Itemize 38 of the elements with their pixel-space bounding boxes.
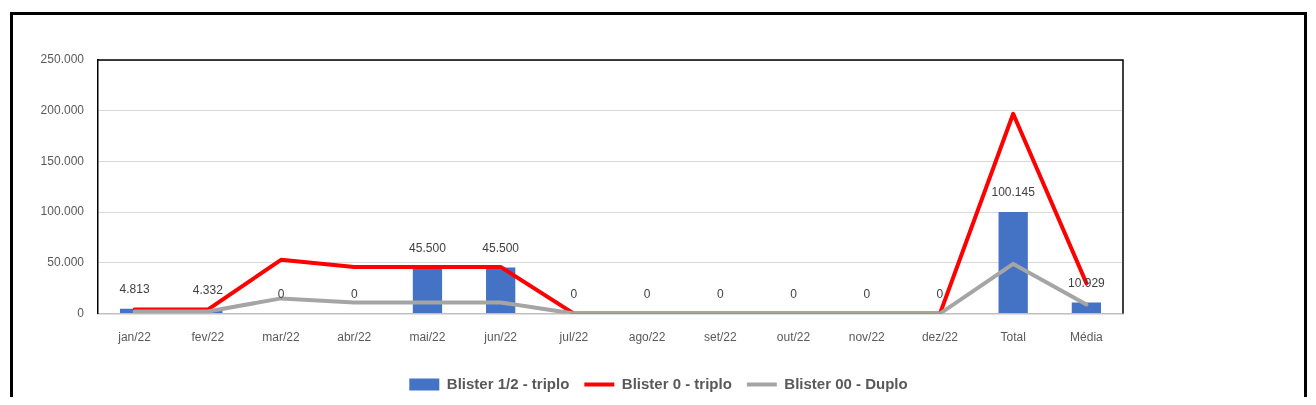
x-tick-label: nov/22 (848, 330, 886, 345)
data-label: 0 (643, 286, 651, 301)
legend-label: Blister 0 - triplo (621, 374, 732, 392)
data-label: 45.500 (482, 240, 520, 255)
x-tick-label: jul/22 (558, 330, 589, 345)
x-tick-label: set/22 (703, 330, 737, 345)
x-tick-label: ago/22 (628, 330, 666, 345)
data-label: 0 (863, 286, 871, 301)
x-tick-label: dez/22 (921, 330, 959, 345)
data-label: 0 (936, 286, 944, 301)
data-label: 4.332 (192, 282, 224, 297)
y-tick-label: 250.000 (40, 52, 85, 67)
x-tick-label: mai/22 (409, 330, 446, 345)
data-label: 0 (350, 286, 358, 301)
y-tick-label: 0 (77, 305, 85, 320)
data-label: 45.500 (409, 240, 447, 255)
y-tick-label: 50.000 (47, 255, 85, 270)
x-tick-label: out/22 (776, 330, 811, 345)
x-tick-label: mar/22 (262, 330, 301, 345)
bar (998, 212, 1028, 314)
y-tick-label: 200.000 (40, 103, 85, 118)
x-tick-label: jan/22 (117, 330, 152, 345)
data-label: 100.145 (991, 185, 1036, 200)
y-tick-label: 100.000 (40, 204, 85, 219)
data-label: 0 (570, 286, 578, 301)
y-tick-label: 150.000 (40, 153, 85, 168)
x-tick-label: abr/22 (337, 330, 372, 345)
data-label: 0 (790, 286, 798, 301)
x-tick-label: jun/22 (483, 330, 518, 345)
x-tick-label: Média (1070, 330, 1104, 345)
data-label: 10.929 (1068, 275, 1106, 290)
x-tick-label: fev/22 (191, 330, 225, 345)
data-label: 0 (277, 286, 285, 301)
x-tick-label: Total (1000, 330, 1026, 345)
legend-label: Blister 00 - Duplo (784, 374, 908, 392)
legend-label: Blister 1/2 - triplo (446, 374, 570, 392)
data-label: 0 (716, 286, 724, 301)
data-label: 4.813 (119, 282, 150, 297)
